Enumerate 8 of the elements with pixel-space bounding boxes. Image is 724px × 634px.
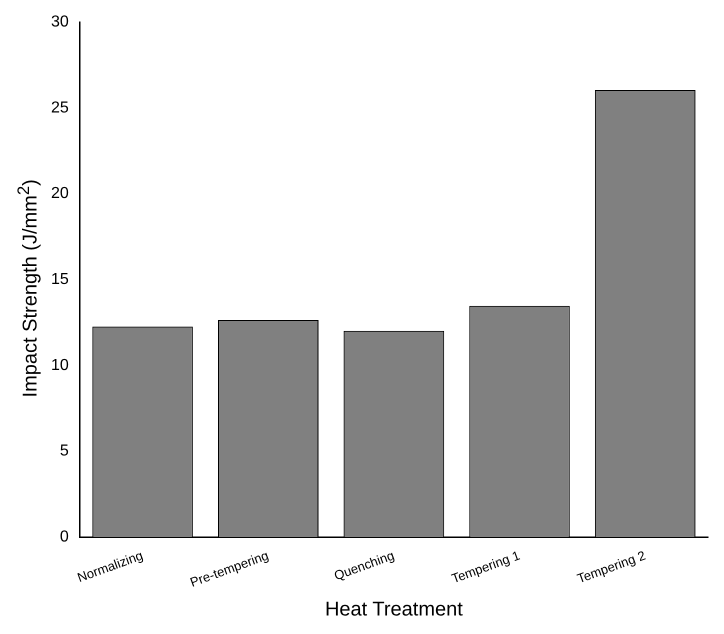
- y-tick-label: 30: [51, 13, 69, 30]
- y-tick-label: 5: [60, 442, 69, 460]
- x-axis-title: Heat Treatment: [324, 598, 464, 621]
- y-tick-label: 20: [51, 185, 69, 202]
- y-tick-label: 0: [60, 528, 69, 546]
- y-tick-label: 15: [51, 270, 69, 288]
- y-tick-label: 10: [51, 356, 69, 374]
- y-tick-label: 25: [51, 99, 69, 116]
